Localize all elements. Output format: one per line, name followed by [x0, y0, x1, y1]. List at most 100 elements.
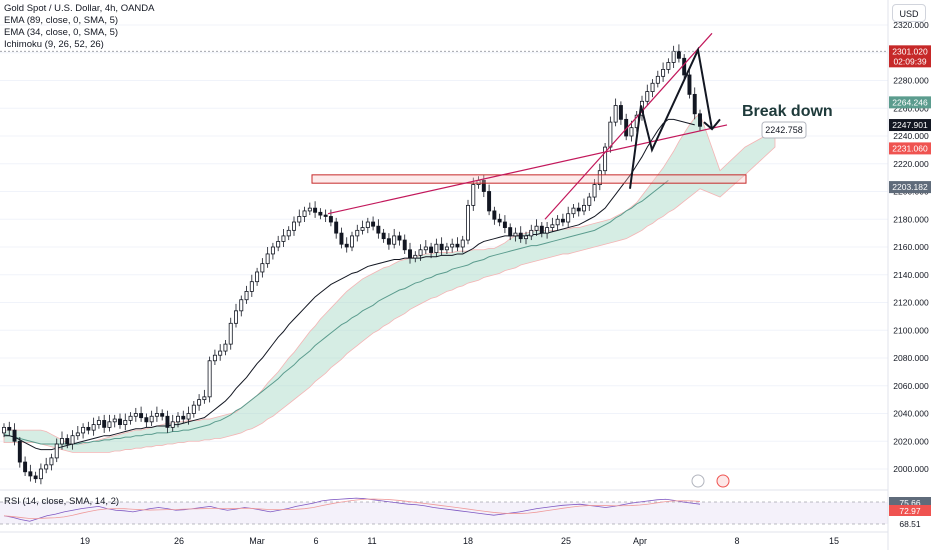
candle-body: [539, 225, 544, 234]
candle-body: [17, 440, 22, 463]
candle-body: [33, 475, 38, 480]
candle-body: [397, 235, 402, 241]
candle-body: [386, 238, 391, 245]
price-tick: 2180.000: [893, 214, 929, 224]
candle-body: [307, 207, 312, 212]
candle-body: [207, 360, 212, 398]
rsi-label: 75.66: [899, 498, 921, 508]
candle-body: [86, 426, 91, 431]
candle-body: [698, 113, 702, 127]
popup-box: [761, 121, 807, 139]
candle-body: [481, 179, 486, 192]
lightning-icon: [691, 474, 705, 488]
candle-body: [292, 221, 296, 231]
candle-body: [265, 253, 270, 265]
flag-icon: [716, 474, 730, 488]
candle-body: [408, 249, 412, 259]
candle-body: [123, 420, 128, 425]
candle-body: [529, 229, 534, 237]
candle-body: [102, 420, 107, 428]
candle-body: [81, 426, 86, 434]
plot-background: [0, 0, 888, 490]
candle-body: [281, 235, 286, 242]
annotation-break-down: Break down: [742, 103, 833, 120]
candle-body: [560, 218, 565, 223]
candle-body: [96, 420, 101, 425]
price-axis-bg: [888, 0, 932, 550]
price-tick: 2220.000: [893, 159, 929, 169]
candle-body: [576, 207, 581, 212]
candle-body: [91, 424, 96, 431]
candle-body: [608, 121, 613, 148]
time-tick: 25: [561, 536, 571, 546]
legend-ema34[interactable]: EMA (34, close, 0, SMA, 5): [4, 27, 119, 38]
candle-body: [181, 415, 186, 420]
candle-body: [202, 396, 207, 401]
candle-body: [413, 254, 418, 259]
candle-body: [492, 210, 497, 220]
candle-body: [666, 62, 671, 70]
popup-value: 2242.758: [765, 125, 803, 135]
price-axis[interactable]: 2320.0002300.0002280.0002260.0002240.000…: [887, 0, 932, 550]
time-tick: Mar: [249, 536, 265, 546]
ema89-line: [3, 180, 669, 445]
rsi-pane: [0, 489, 888, 525]
rsi-line: [3, 497, 701, 522]
candle-body: [360, 227, 365, 231]
price-tick: 2020.000: [893, 436, 929, 446]
price-label-bg: [889, 181, 931, 194]
price-tick: 2100.000: [893, 325, 929, 335]
candle-body: [12, 429, 17, 442]
legend-ema89[interactable]: EMA (89, close, 0, SMA, 5): [4, 15, 119, 26]
currency-button[interactable]: USD: [892, 4, 926, 22]
candle-body: [350, 235, 354, 248]
rsi-band: [0, 502, 888, 524]
trendline-lower: [327, 124, 728, 215]
candle-body: [339, 232, 344, 245]
candle-body: [107, 421, 112, 428]
price-label-bg: [889, 119, 931, 132]
arrow-head: [703, 118, 721, 131]
price-label-bg: [889, 142, 931, 155]
candle-body: [239, 299, 244, 312]
time-axis[interactable]: 19 26 Mar 6 11 18 25 Apr 8 15: [0, 531, 888, 546]
candle-body: [176, 415, 180, 423]
price-label-bg: [889, 96, 931, 109]
candle-body: [655, 75, 660, 84]
candle-body: [38, 468, 43, 480]
legend-rsi[interactable]: RSI (14, close, SMA, 14, 2): [4, 496, 120, 507]
candle-body: [60, 438, 64, 445]
ema34-line: [4, 118, 695, 451]
candle-body: [376, 225, 381, 234]
time-tick: Apr: [633, 536, 647, 546]
rsi-label: 72.97: [899, 506, 921, 516]
candle-body: [276, 241, 281, 248]
candle-body: [128, 415, 133, 421]
resistance-zone: [311, 174, 747, 184]
candle-body: [334, 221, 339, 234]
time-tick: 8: [734, 536, 739, 546]
candle-body: [7, 426, 12, 431]
candle-body: [70, 435, 75, 445]
candle-body: [455, 243, 460, 248]
candle-body: [223, 343, 228, 352]
candle-body: [618, 105, 623, 120]
candle-body: [133, 413, 138, 417]
candle-body: [313, 207, 318, 213]
grid: [0, 24, 888, 470]
candle-body: [450, 243, 455, 248]
legend-ichimoku[interactable]: Ichimoku (9, 26, 52, 26): [4, 39, 104, 50]
legend-title[interactable]: Gold Spot / U.S. Dollar, 4h, OANDA: [4, 3, 155, 14]
drawings: 2242.758: [0, 32, 888, 488]
candle-body: [418, 249, 423, 256]
candle-body: [402, 239, 407, 251]
candle-body: [191, 404, 196, 414]
candle-body: [597, 170, 602, 185]
time-tick: 6: [313, 536, 318, 546]
candle-body: [645, 91, 650, 102]
time-tick: 19: [80, 536, 90, 546]
candle-body: [228, 322, 233, 345]
candle-body: [118, 418, 122, 425]
candle-body: [139, 413, 144, 419]
